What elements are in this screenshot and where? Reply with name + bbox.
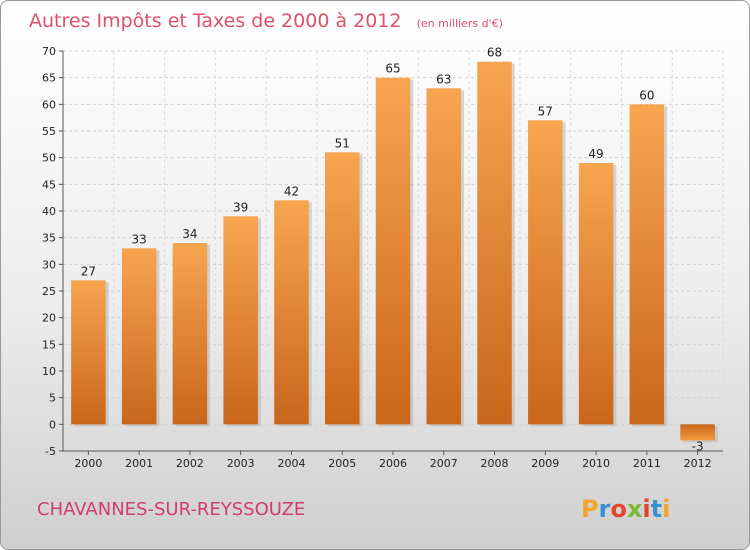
data-label: 49 xyxy=(588,147,603,161)
bars xyxy=(71,61,718,443)
data-label: 63 xyxy=(436,72,451,86)
y-tick-label: 25 xyxy=(42,285,56,298)
bar-2012 xyxy=(680,424,715,441)
bar-2008 xyxy=(477,61,512,425)
bar-2004 xyxy=(274,200,309,425)
y-tick-label: 55 xyxy=(42,125,56,138)
y-tick-label: -5 xyxy=(45,445,56,458)
brand-logo: Proxiti xyxy=(581,495,670,523)
x-tick-label: 2007 xyxy=(430,457,458,470)
x-tick-label: 2006 xyxy=(379,457,407,470)
x-tick-label: 2004 xyxy=(277,457,305,470)
y-tick-label: 50 xyxy=(42,152,56,165)
data-label: 60 xyxy=(639,88,654,102)
bar-2000 xyxy=(71,280,106,425)
y-tick-label: 70 xyxy=(42,45,56,58)
y-tick-label: 10 xyxy=(42,365,56,378)
logo-letter: P xyxy=(581,495,599,523)
x-tick-label: 2001 xyxy=(125,457,153,470)
data-label: 65 xyxy=(385,62,400,76)
bar-2010 xyxy=(578,163,614,425)
data-label: 51 xyxy=(335,136,350,150)
logo-letter: o xyxy=(610,495,627,523)
x-tick-label: 2000 xyxy=(74,457,102,470)
x-tick-label: 2008 xyxy=(481,457,509,470)
logo-letter: r xyxy=(599,495,611,523)
y-tick-label: 40 xyxy=(42,205,56,218)
logo-letter: t xyxy=(651,495,662,523)
logo-letter: i xyxy=(662,495,670,523)
bar-2007 xyxy=(426,88,462,425)
y-tick-label: 45 xyxy=(42,178,56,191)
chart-title: Autres Impôts et Taxes de 2000 à 2012 (e… xyxy=(29,10,503,32)
data-label: 27 xyxy=(81,264,96,278)
bar-2001 xyxy=(121,248,157,425)
y-tick-label: 30 xyxy=(42,258,56,271)
y-tick-label: 15 xyxy=(42,338,56,351)
bar-2002 xyxy=(172,243,208,425)
bar-2006 xyxy=(375,77,411,425)
axes: -5 0 5 10 15 20 25 30 35 40 45 50 55 60 65 70 2000 2001 20… xyxy=(42,45,723,470)
chart-subtitle: (en milliers d'€) xyxy=(417,17,503,30)
bar-2011 xyxy=(629,104,665,425)
data-labels: 27 33 34 39 42 51 65 63 68 57 49 60 -3 xyxy=(81,46,704,454)
x-tick-label: 2003 xyxy=(227,457,255,470)
y-tick-label: 35 xyxy=(42,232,56,245)
x-tick-label: 2012 xyxy=(684,457,712,470)
y-tick-label: 65 xyxy=(42,72,56,85)
x-tick-label: 2009 xyxy=(531,457,559,470)
data-label: 33 xyxy=(132,232,147,246)
logo-letter: i xyxy=(642,495,650,523)
proxiti-logo: Proxiti xyxy=(581,495,670,523)
data-label: 68 xyxy=(487,46,502,60)
x-tick-label: 2011 xyxy=(633,457,661,470)
bar-2003 xyxy=(223,216,258,425)
y-tick-label: 5 xyxy=(49,392,56,405)
x-tick-label: 2005 xyxy=(328,457,356,470)
bar-2005 xyxy=(324,152,360,425)
commune-name: CHAVANNES-SUR-REYSSOUZE xyxy=(37,499,305,520)
data-label: 57 xyxy=(538,104,553,118)
bar-2009 xyxy=(528,120,563,425)
logo-letter: x xyxy=(627,495,643,523)
data-label: 42 xyxy=(284,184,299,198)
chart-title-main: Autres Impôts et Taxes de 2000 à 2012 xyxy=(29,10,402,32)
y-tick-label: 0 xyxy=(49,418,56,431)
x-tick-label: 2010 xyxy=(582,457,610,470)
data-label: 39 xyxy=(233,200,248,214)
data-label: -3 xyxy=(692,439,704,453)
y-tick-label: 60 xyxy=(42,98,56,111)
data-label: 34 xyxy=(182,227,197,241)
y-tick-label: 20 xyxy=(42,312,56,325)
x-tick-label: 2002 xyxy=(176,457,204,470)
